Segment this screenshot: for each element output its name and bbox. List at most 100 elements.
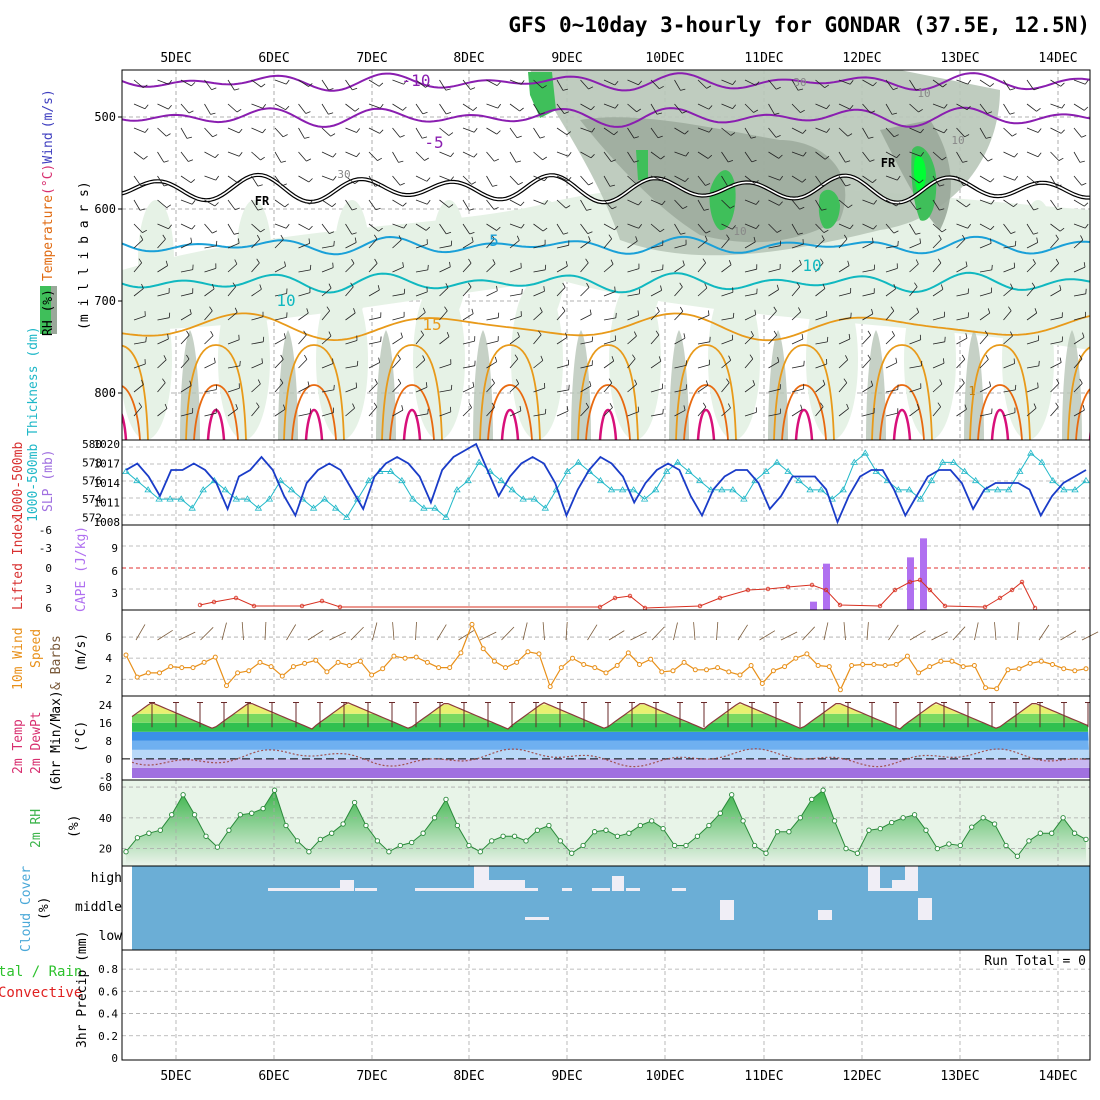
wind-barb [345,407,355,417]
wind-marker [157,670,162,676]
wind-barb-flag [280,160,287,163]
slp-tick: 1020 [94,438,121,451]
wind-barb [157,359,167,369]
contour-label: 10 [733,225,746,238]
wind-barb [1073,239,1084,249]
wind-barb-10m [759,630,776,641]
wind-ylabel-4: (m/s) [74,633,89,672]
wind-barb-flag [633,160,639,163]
wind-barb-flag [162,234,166,240]
wind-barb-flag [1037,128,1042,133]
isotherm-20-loop [1067,346,1090,440]
thickness-marker [762,467,770,474]
rh-marker [980,815,986,821]
wind-barb [204,103,211,115]
thickness-marker [905,486,914,493]
middle-cloud-gap [525,917,549,920]
wind-barb [251,406,260,417]
wind-barb-flag [679,282,683,288]
wind-barb [180,334,190,345]
wind-barb [345,340,358,345]
wind-barb-flag [985,354,989,360]
wind-barb [368,175,376,187]
wind-barb-flag [870,110,876,114]
rh-ylabel-2: (%) [67,815,82,838]
wind-barb [674,199,683,209]
wind-barb [909,311,919,321]
wind-barb-flag [1060,82,1065,87]
wind-barb-flag [304,354,308,360]
wind-barb [744,412,757,417]
wind-barb-flag [585,402,590,408]
isotherm-25-loop [487,384,533,440]
wind-barb-flag [356,128,361,133]
wind-barb [744,358,754,369]
contour-label: 10 [802,256,821,275]
wind-barb [932,288,944,297]
wind-barb-flag [282,134,288,138]
wind-barb [650,245,663,249]
wind-barb-flag [496,285,498,291]
wind-barb-flag [943,104,948,109]
wind-barb [133,315,146,321]
wind-barb-flag [773,330,778,336]
wind-barb [603,317,616,321]
wind-barb [274,79,287,85]
thickness-marker [596,476,605,484]
wind-barb-flag [427,264,429,270]
wind-marker [235,670,241,676]
wind-barb [580,364,593,369]
temp-ylabel-1: 2m Temp [11,719,26,774]
wind-barb [838,265,850,273]
wind-barb [345,223,353,235]
thickness-marker [265,495,274,502]
wind-barb-flag [283,333,286,339]
rh-marker [397,842,403,849]
wind-barb [674,175,686,182]
rh-marker [969,824,975,830]
wind-barb-flag [1059,357,1062,363]
wind-marker [1061,666,1067,672]
wind-barb-flag [306,158,312,162]
wind-barb [345,175,355,185]
wind-barb-flag [683,333,686,339]
lifted-marker [1009,587,1015,593]
isotherm-25-loop [193,384,239,440]
wind-barb-flag [1059,227,1065,232]
rh-marker [1026,838,1032,844]
wind-barb-flag [351,208,357,211]
wind-barb [274,359,284,369]
wind-barb [415,175,427,182]
isotherm-minus5 [122,106,1090,128]
wind-barb-flag [1035,180,1041,185]
wind-barb [932,406,942,417]
wind-barb [932,151,943,161]
wind-barb-flag [990,199,995,205]
thickness-marker [475,458,483,465]
isotherm-25-loop [1075,387,1090,440]
wind-barb [1073,199,1085,207]
wind-barb [486,175,493,187]
wind-barb [1050,263,1059,273]
wind-barb [486,151,495,162]
wind-barb [580,199,587,211]
rh-marker [317,836,323,843]
wind-barb-flag [987,111,993,114]
wind-barb-10m [888,624,899,641]
wind-barb [815,341,828,345]
wind-barb-flag [868,136,874,139]
wind-barb-flag [280,234,284,240]
wind-barb [533,334,542,345]
wind-barb-flag [586,208,592,211]
wind-barb-flag [567,152,572,157]
wind-barb [838,359,848,369]
wind-barb-10m [994,622,997,641]
wind-barb-flag [473,153,478,158]
wind-marker [1027,660,1033,666]
wind-barb [439,79,447,91]
wind-barb [815,288,826,297]
wind-barb-flag [332,262,334,268]
wind-barb [274,382,284,393]
thickness-marker [464,476,472,484]
